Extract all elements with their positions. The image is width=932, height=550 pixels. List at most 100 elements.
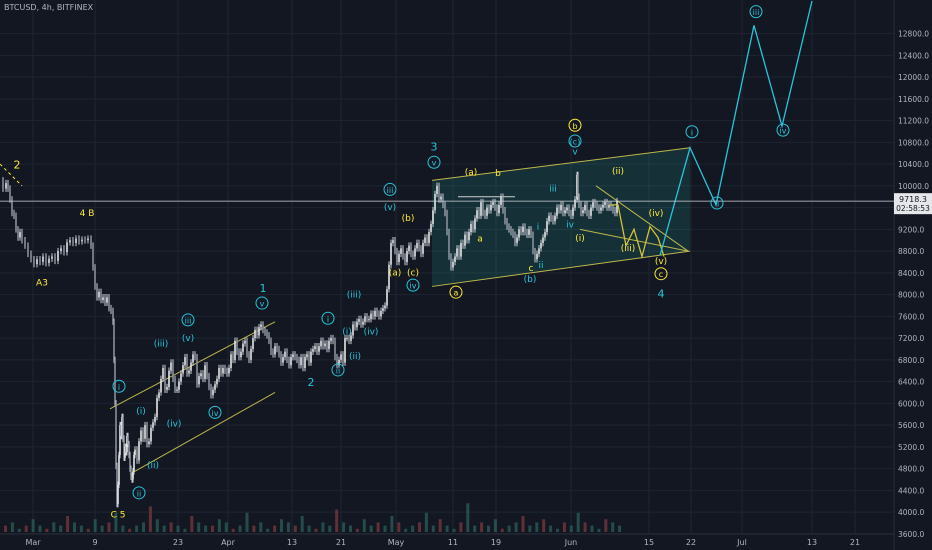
volume-bar: [197, 522, 201, 532]
wave-label: 2: [308, 376, 315, 389]
candle-body: [124, 446, 126, 458]
candle-body: [444, 204, 446, 214]
volume-bar: [204, 525, 208, 532]
volume-bar: [38, 525, 42, 532]
channel-fill: [432, 147, 690, 287]
candle-body: [454, 256, 456, 262]
y-tick-label: 11200.0: [898, 117, 929, 126]
candle-body: [224, 368, 226, 371]
volume-bar: [17, 528, 21, 532]
candle-body: [426, 237, 428, 243]
candle-body: [512, 232, 514, 235]
volume-bar: [259, 522, 263, 532]
candle-body: [478, 210, 480, 216]
wave-label-circle: [654, 267, 668, 281]
candle-body: [506, 221, 508, 227]
candle-body: [336, 357, 338, 366]
candle-body: [602, 204, 604, 208]
volume-bar: [404, 528, 408, 532]
candle-body: [63, 248, 65, 253]
candle-body: [356, 321, 358, 328]
candle-body: [344, 338, 346, 363]
candle-body: [598, 207, 600, 211]
x-tick-label: 15: [644, 538, 654, 547]
candle-body: [242, 343, 244, 352]
candle-body: [608, 204, 610, 208]
wave-label: 2: [14, 158, 21, 171]
candle-body: [132, 471, 134, 480]
wave-label: ii: [715, 200, 719, 209]
candle-body: [576, 174, 578, 200]
candle-body: [466, 234, 468, 241]
volume-bar: [307, 525, 311, 532]
candle-body: [334, 340, 336, 358]
volume-bar: [114, 512, 118, 532]
candle-body: [452, 261, 454, 268]
candle-body: [322, 340, 324, 347]
candle-body: [456, 248, 458, 257]
y-tick-label: 6400.0: [898, 378, 924, 387]
x-tick-label: May: [388, 538, 405, 547]
candle-body: [298, 359, 300, 366]
wave-label: ii: [336, 366, 340, 375]
x-tick-label: Mar: [25, 538, 41, 547]
candle-body: [522, 226, 524, 233]
candle-body: [392, 240, 394, 243]
candle-body: [434, 194, 436, 211]
candle-body: [516, 237, 518, 243]
volume-bar: [576, 512, 580, 532]
volume-bar: [376, 522, 380, 532]
candle-body: [304, 357, 306, 368]
candle-body: [156, 397, 158, 417]
candle-body: [528, 229, 530, 235]
candle-body: [116, 465, 118, 504]
candle-body: [130, 468, 132, 477]
volume-bar: [162, 525, 166, 532]
candle-body: [270, 340, 272, 352]
volume-bar: [135, 525, 139, 532]
candle-body: [388, 264, 390, 290]
volume-bar: [190, 516, 194, 532]
wave-label: i: [327, 315, 329, 324]
volume-bar: [86, 528, 90, 532]
candle-body: [308, 354, 310, 363]
wave-label: (v): [655, 257, 667, 267]
wave-label: (iv): [364, 327, 379, 337]
candle-body: [60, 248, 62, 252]
wave-label-circle: [321, 311, 335, 325]
volume-bar: [597, 528, 601, 532]
volume-bar: [521, 516, 525, 532]
candle-body: [136, 449, 138, 461]
volume-bar: [293, 525, 297, 532]
candle-body: [314, 346, 316, 349]
wave-label: ii: [538, 261, 543, 271]
candle-body: [296, 357, 298, 360]
candle-body: [78, 238, 80, 242]
candle-body: [482, 202, 484, 214]
candle-body: [346, 338, 348, 340]
candle-body: [94, 267, 96, 287]
candle-body: [376, 310, 378, 314]
wave-label-circle: [710, 196, 724, 210]
wave-label: (a): [465, 168, 478, 178]
candle-body: [464, 234, 466, 246]
candle-body: [192, 354, 194, 363]
candle-body: [84, 239, 86, 241]
candle-body: [164, 368, 166, 390]
candle-body: [326, 343, 328, 349]
volume-bar: [148, 506, 152, 532]
candle-body: [294, 354, 296, 358]
candle-body: [498, 204, 500, 214]
candle-body: [568, 207, 570, 214]
candle-body: [368, 319, 370, 321]
candle-body: [134, 449, 136, 455]
volume-bar: [611, 522, 615, 532]
volume-bar: [45, 528, 49, 532]
candle-body: [378, 313, 380, 317]
volume-bar: [583, 522, 587, 532]
candle-body: [324, 343, 326, 347]
volume-bar: [280, 519, 283, 532]
candle-body: [39, 259, 41, 262]
